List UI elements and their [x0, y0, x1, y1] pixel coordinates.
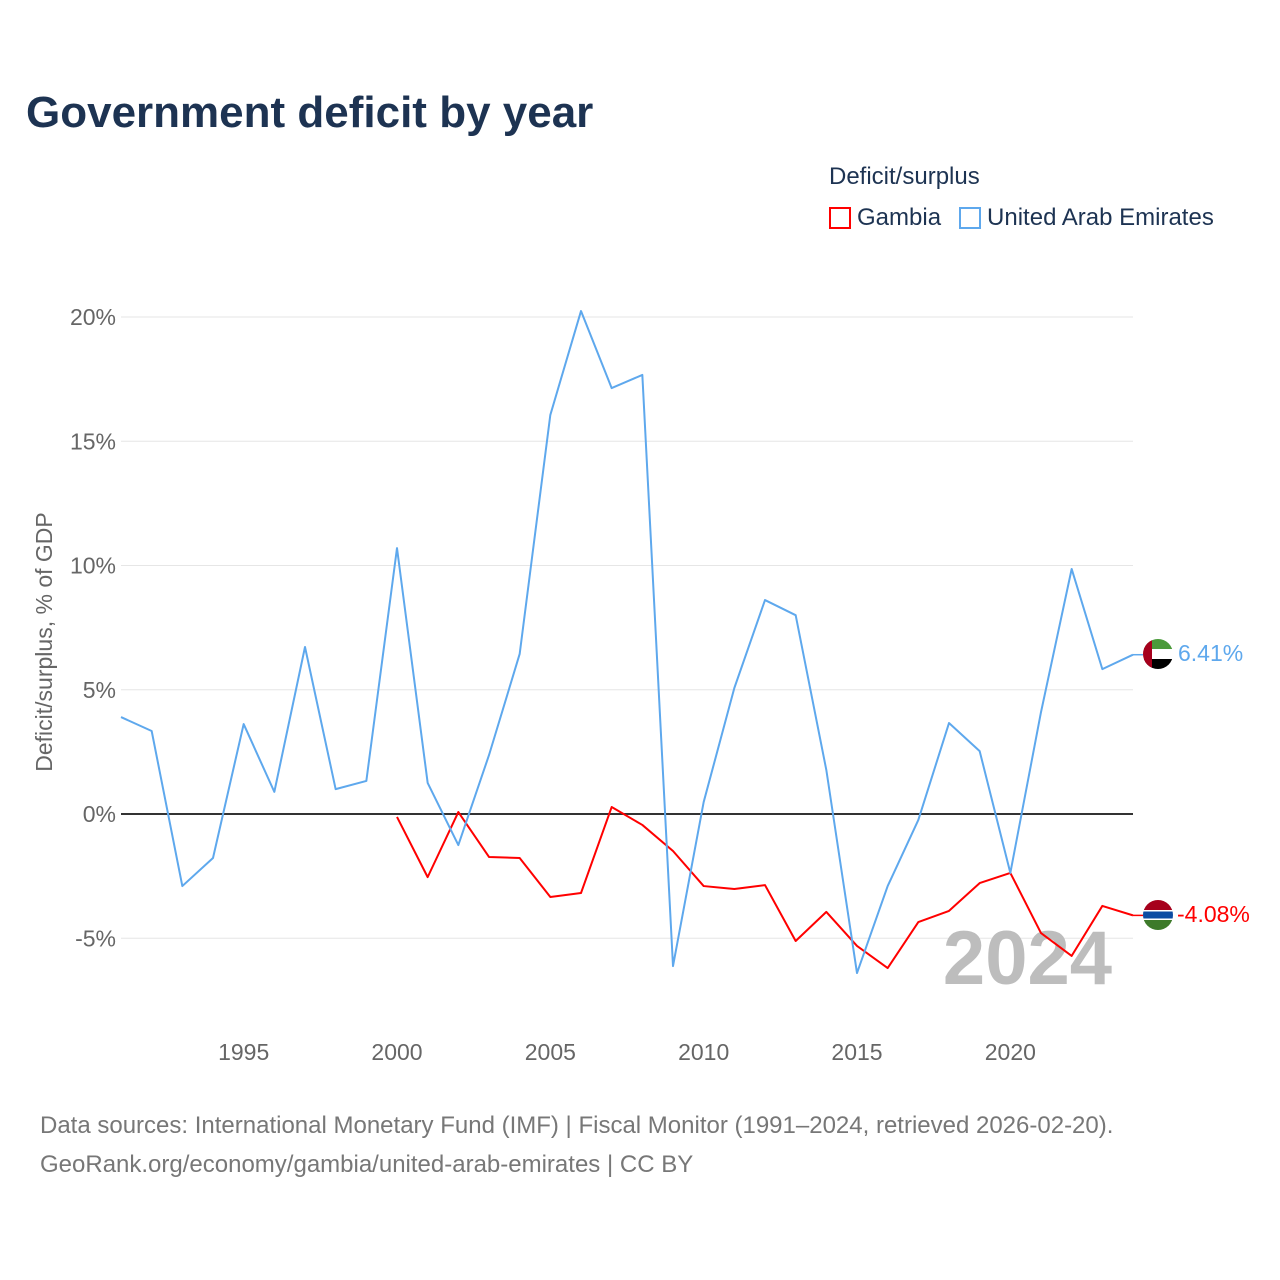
data-point[interactable] [855, 971, 859, 975]
data-point[interactable] [1039, 931, 1043, 935]
data-point[interactable] [702, 884, 706, 888]
data-point[interactable] [1039, 710, 1043, 714]
data-point[interactable] [487, 753, 491, 757]
data-point[interactable] [978, 749, 982, 753]
data-point[interactable] [150, 729, 154, 733]
data-point[interactable] [1070, 567, 1074, 571]
gambia-flag-icon [1143, 900, 1173, 930]
year-watermark: 2024 [943, 916, 1112, 1001]
data-point[interactable] [303, 645, 307, 649]
uae-end-label: 6.41% [1178, 640, 1243, 666]
data-point[interactable] [426, 875, 430, 879]
data-point[interactable] [702, 800, 706, 804]
legend-title: Deficit/surplus [829, 163, 980, 190]
x-tick-label: 2015 [831, 1039, 882, 1065]
data-point[interactable] [456, 843, 460, 847]
source-note: Data sources: International Monetary Fun… [40, 1106, 1113, 1184]
y-tick-label: -5% [75, 925, 116, 951]
data-point[interactable] [824, 910, 828, 914]
data-point[interactable] [272, 790, 276, 794]
y-tick-label: 20% [70, 304, 116, 330]
data-point[interactable] [855, 944, 859, 948]
y-tick-label: 0% [83, 801, 116, 827]
data-point[interactable] [947, 909, 951, 913]
data-point[interactable] [548, 413, 552, 417]
data-point[interactable] [456, 810, 460, 814]
legend-swatch-uae [959, 207, 982, 229]
data-point[interactable] [395, 546, 399, 550]
y-tick-label: 15% [70, 428, 116, 454]
data-point[interactable] [947, 721, 951, 725]
data-point[interactable] [610, 805, 614, 809]
data-point[interactable] [1070, 954, 1074, 958]
data-point[interactable] [978, 881, 982, 885]
data-point[interactable] [732, 887, 736, 891]
data-point[interactable] [364, 779, 368, 783]
data-point[interactable] [548, 895, 552, 899]
legend-label-gambia: Gambia [857, 204, 942, 231]
data-point[interactable] [610, 386, 614, 390]
data-point[interactable] [794, 939, 798, 943]
chart-title: Government deficit by year [26, 88, 594, 137]
data-point[interactable] [916, 920, 920, 924]
data-point[interactable] [334, 787, 338, 791]
legend: Gambia United Arab Emirates [829, 204, 1214, 232]
data-point[interactable] [579, 309, 583, 313]
data-point[interactable] [886, 884, 890, 888]
data-point[interactable] [395, 815, 399, 819]
legend-item-uae[interactable]: United Arab Emirates [959, 204, 1214, 232]
data-point[interactable] [579, 891, 583, 895]
x-tick-label: 2010 [678, 1039, 729, 1065]
data-point[interactable] [487, 855, 491, 859]
data-point[interactable] [426, 781, 430, 785]
data-point[interactable] [640, 373, 644, 377]
x-tick-label: 2020 [985, 1039, 1036, 1065]
data-point[interactable] [824, 768, 828, 772]
x-tick-label: 1995 [218, 1039, 269, 1065]
legend-label-uae: United Arab Emirates [987, 204, 1214, 231]
data-point[interactable] [732, 686, 736, 690]
data-point[interactable] [242, 722, 246, 726]
data-point[interactable] [794, 613, 798, 617]
data-point[interactable] [763, 598, 767, 602]
data-point[interactable] [640, 823, 644, 827]
data-point[interactable] [763, 883, 767, 887]
data-point[interactable] [180, 884, 184, 888]
data-point[interactable] [671, 964, 675, 968]
data-point[interactable] [211, 856, 215, 860]
data-point[interactable] [886, 966, 890, 970]
y-tick-label: 10% [70, 553, 116, 579]
data-point[interactable] [1100, 904, 1104, 908]
gambia-end-label: -4.08% [1177, 901, 1250, 927]
data-point[interactable] [1008, 871, 1012, 875]
data-point[interactable] [1100, 667, 1104, 671]
x-tick-label: 2005 [525, 1039, 576, 1065]
y-tick-label: 5% [83, 677, 116, 703]
source-line: Data sources: International Monetary Fun… [40, 1112, 1114, 1139]
legend-item-gambia[interactable]: Gambia [829, 204, 941, 232]
data-point[interactable] [671, 849, 675, 853]
source-link[interactable]: GeoRank.org/economy/gambia/united-arab-e… [40, 1151, 694, 1178]
x-tick-label: 2000 [371, 1039, 422, 1065]
data-point[interactable] [518, 652, 522, 656]
uae-flag-icon [1143, 639, 1173, 669]
legend-swatch-gambia [829, 207, 851, 229]
y-axis-label: Deficit/surplus, % of GDP [31, 512, 57, 771]
data-point[interactable] [916, 818, 920, 822]
data-point[interactable] [119, 715, 123, 719]
series-line-united-arab-emirates[interactable] [120, 310, 1134, 975]
data-point[interactable] [518, 856, 522, 860]
